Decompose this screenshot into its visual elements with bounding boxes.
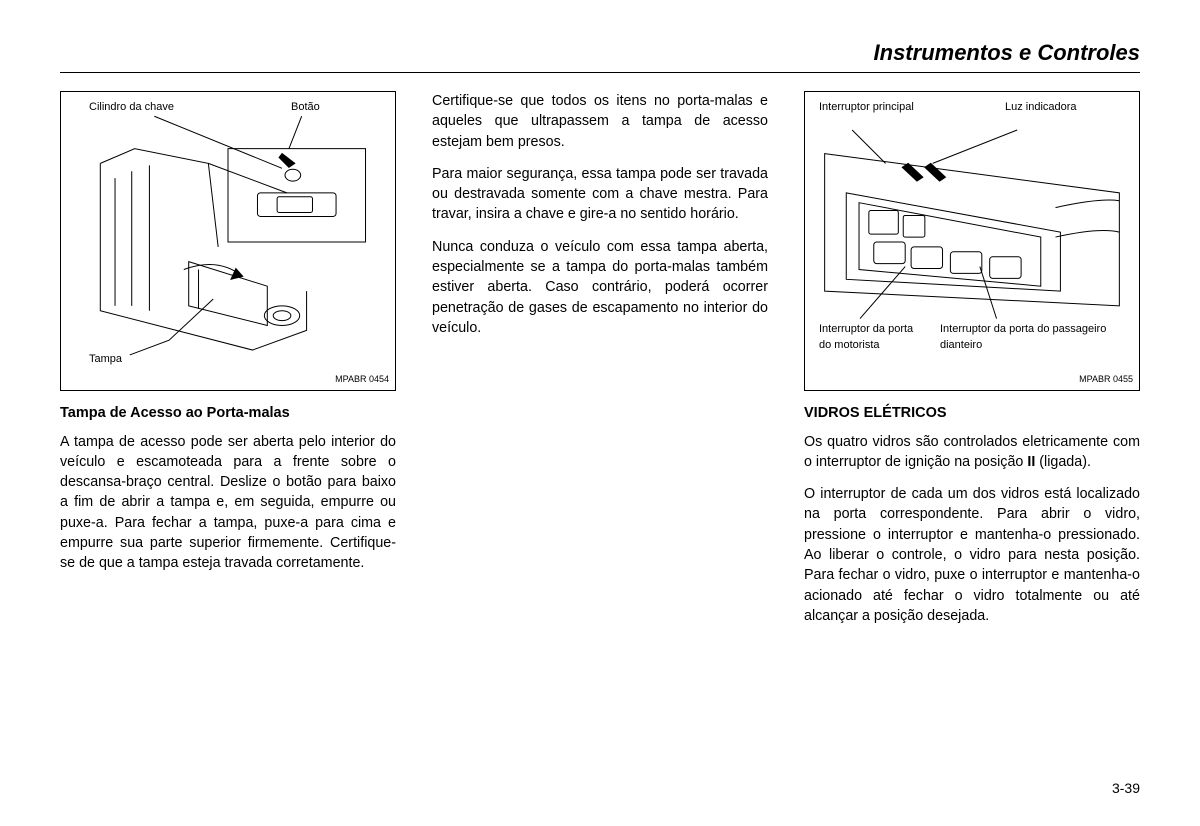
figure-window-switches: Interruptor principal Luz indicadora Int…	[804, 91, 1140, 391]
p-col2-1: Certifique-se que todos os itens no port…	[432, 91, 768, 152]
page-header: Instrumentos e Controles	[60, 40, 1140, 73]
column-1: Cilindro da chave Botão Tampa MPABR 0454	[60, 91, 396, 796]
column-3: Interruptor principal Luz indicadora Int…	[804, 91, 1140, 796]
figure-trunk-access: Cilindro da chave Botão Tampa MPABR 0454	[60, 91, 396, 391]
columns: Cilindro da chave Botão Tampa MPABR 0454	[60, 91, 1140, 796]
page-number: 3-39	[1112, 780, 1140, 796]
p-col3-2: O interruptor de cada um dos vidros está…	[804, 484, 1140, 626]
column-2: Certifique-se que todos os itens no port…	[432, 91, 768, 796]
p-col3-1c: (ligada).	[1035, 454, 1091, 470]
page: Instrumentos e Controles Cilindro da cha…	[0, 0, 1200, 826]
heading-power-windows: VIDROS ELÉTRICOS	[804, 403, 1140, 424]
p-col2-3: Nunca conduza o veículo com essa tampa a…	[432, 237, 768, 338]
p-col1-1: A tampa de acesso pode ser aberta pelo i…	[60, 432, 396, 574]
trunk-access-illustration	[61, 92, 395, 390]
window-switch-illustration	[805, 92, 1139, 390]
p-col3-1: Os quatro vidros são controlados eletric…	[804, 432, 1140, 473]
p-col2-2: Para maior segurança, essa tampa pode se…	[432, 164, 768, 225]
heading-trunk-access: Tampa de Acesso ao Porta-malas	[60, 403, 396, 424]
